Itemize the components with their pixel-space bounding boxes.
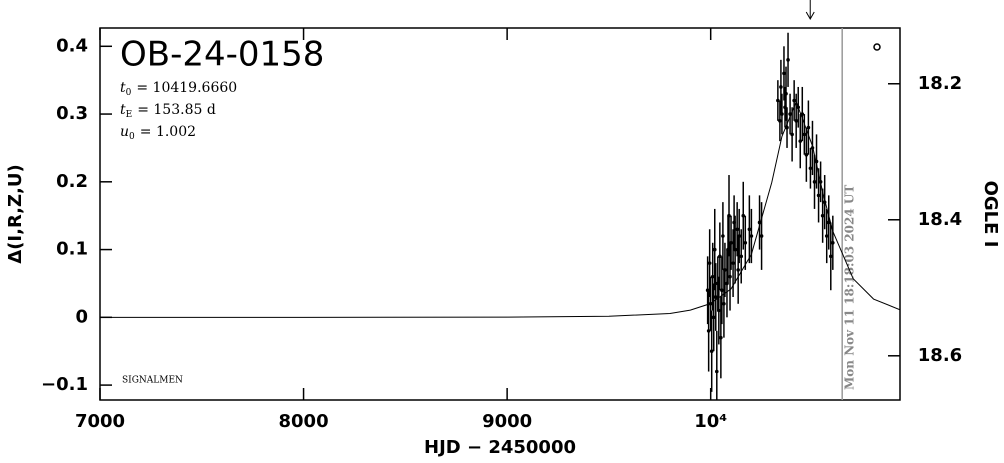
param-text: = 1.002 [140,124,196,140]
x-axis-title: HJD − 2450000 [424,437,576,458]
data-point [812,180,817,184]
param-sub: 0 [126,88,132,98]
note: SIGNALMEN [122,376,183,386]
param-text: = 10419.6660 [136,80,237,96]
data-point [743,240,748,245]
data-point [747,227,752,232]
y2-tick-label: 18.6 [918,345,962,366]
data-point [721,234,725,238]
data-point [706,329,711,333]
y-tick-label: −0.1 [41,374,88,395]
data-point [717,308,721,313]
data-point [784,91,788,96]
x-tick-label: 10⁴ [694,411,727,432]
y-tick-label: 0.1 [56,239,88,260]
data-point [718,254,722,259]
data-point [776,98,780,103]
data-point [736,268,740,272]
plot-area [100,32,900,400]
data-point [794,119,798,123]
y-tick-label: 0.3 [56,103,88,124]
data-point [796,105,801,110]
data-point [804,152,809,157]
data-point [785,125,789,130]
data-point [779,85,783,89]
data-point [708,301,713,306]
param-sub: 0 [129,132,135,142]
param: t0 = 10419.6660 [120,80,237,98]
data-point [737,234,741,238]
data-point [714,369,719,374]
data-point [727,213,731,218]
y2-tick-label: 18.2 [918,73,962,94]
data-point [731,261,735,265]
data-point [713,295,718,299]
y-tick-label: 0.4 [56,35,88,56]
data-point [712,247,717,252]
data-point [800,112,805,116]
x-tick-label: 9000 [482,411,532,432]
data-point [757,220,762,225]
data-point [814,159,819,164]
data-point [806,125,811,130]
plot-frame [99,27,901,401]
data-point [722,301,726,306]
data-point [735,227,739,232]
param-symbol: u [120,124,129,140]
symbol [873,43,881,51]
data-point [782,71,786,76]
data-point [790,132,794,137]
data-point [818,180,823,184]
y2-axis-title: OGLE I [980,181,1001,248]
now-label: Mon Nov 11 18:18:03 2024 UT [843,185,857,390]
data-point [828,254,833,259]
data-point [728,274,732,279]
y2-tick-label: 18.4 [918,209,962,230]
y-tick-label: 0 [75,306,88,327]
data-point [720,288,724,293]
data-point [741,213,746,218]
param: tE = 153.85 d [120,102,216,120]
param-text: = 153.85 d [137,102,216,118]
data-point [822,200,827,204]
data-point [824,234,829,238]
data-point [711,315,716,320]
data-point [788,112,792,116]
arrow-head [805,11,815,21]
data-point [709,349,714,354]
data-point [820,213,825,218]
data-point [816,193,821,198]
data-point [749,234,754,238]
data-point [739,254,744,259]
data-point [786,58,790,62]
param-sub: E [126,110,133,120]
param-symbol: t [120,102,126,118]
data-point [792,98,796,103]
data-point [759,234,764,238]
x-tick-label: 8000 [279,411,329,432]
data-point [780,112,784,116]
data-point [719,335,723,340]
data-point [808,166,813,171]
data-point [798,139,803,143]
y-tick-label: 0.2 [56,171,88,192]
data-point [723,268,727,272]
data-point [710,274,715,279]
data-point [733,247,737,252]
x-tick-label: 7000 [75,411,125,432]
data-point [707,261,712,265]
data-point [810,146,815,150]
param-symbol: t [120,80,126,96]
data-point [826,220,831,225]
data-point [729,240,733,245]
data-point [778,119,782,123]
data-point [831,240,835,245]
y-axis-title: Δ(I,R,Z,U) [5,164,26,263]
chart-title: OB-24-0158 [120,35,324,75]
param: u0 = 1.002 [120,124,196,142]
data-point [802,132,807,137]
